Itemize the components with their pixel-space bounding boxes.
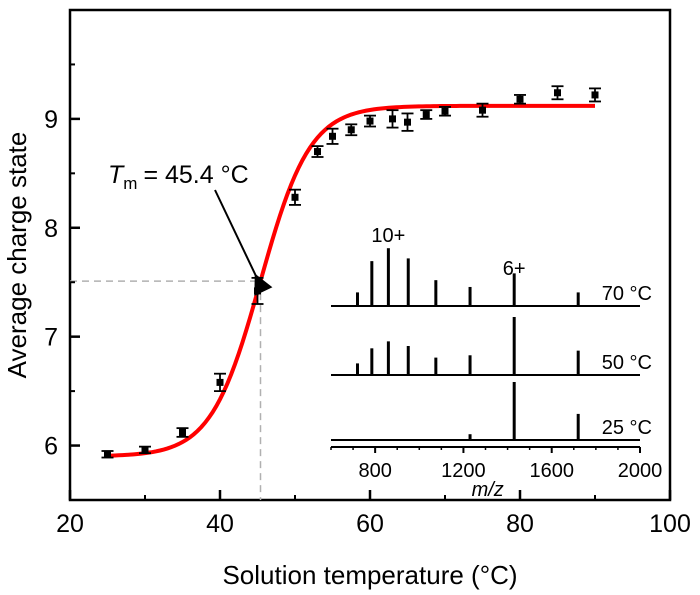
data-point xyxy=(441,107,449,115)
data-point xyxy=(516,95,524,103)
y-tick-label: 7 xyxy=(44,324,58,352)
inset-x-label: m/z xyxy=(472,479,504,501)
x-tick-label: 20 xyxy=(56,510,84,538)
tm-label: Tm = 45.4 °C xyxy=(108,161,249,193)
y-tick-label: 6 xyxy=(44,433,58,461)
data-point xyxy=(591,91,599,99)
data-point xyxy=(141,446,149,454)
fit-curve xyxy=(107,103,595,458)
y-axis-label: Average charge state xyxy=(2,132,32,379)
data-point xyxy=(479,106,486,114)
data-point xyxy=(554,89,561,97)
x-tick-label: 80 xyxy=(506,510,534,538)
data-point xyxy=(179,428,186,436)
inset-x-tick-label: 1600 xyxy=(529,460,574,482)
data-point xyxy=(291,193,299,201)
data-point xyxy=(314,148,321,156)
y-tick-label: 8 xyxy=(44,215,58,243)
fit-curve-group xyxy=(107,103,595,458)
inset-x-tick-label: 1200 xyxy=(441,460,486,482)
data-point xyxy=(366,117,374,125)
tm-subscript: m xyxy=(123,174,137,193)
inset-x-tick-label: 2000 xyxy=(618,460,663,482)
spectrum-temperature-label: 50 °C xyxy=(602,352,652,374)
inset-peak-label: 6+ xyxy=(503,258,526,280)
tm-symbol: T xyxy=(108,161,125,189)
plot-frame xyxy=(68,8,672,502)
axes-group: 20 40 60 80 100 6 7 8 9 xyxy=(44,63,691,538)
x-tick-label: 60 xyxy=(356,510,384,538)
tm-guide-lines xyxy=(70,280,262,500)
tm-value: = 45.4 °C xyxy=(143,161,248,189)
mass-spectra-inset: 70 °C 50 °C 25 °C 800 1200 1600 2000 m/z 10+ 6+ xyxy=(330,225,663,501)
data-point xyxy=(216,378,224,386)
spectrum-temperature-label: 25 °C xyxy=(602,417,652,439)
data-point xyxy=(347,126,355,134)
spectrum-temperature-label: 70 °C xyxy=(602,283,652,305)
y-tick-label: 9 xyxy=(44,106,58,134)
data-point xyxy=(329,132,336,140)
tm-arrow xyxy=(214,189,273,296)
data-point xyxy=(389,115,396,123)
data-point xyxy=(404,118,411,126)
data-point xyxy=(254,287,261,295)
data-point xyxy=(422,111,430,119)
data-point xyxy=(104,450,111,458)
inset-x-tick-label: 800 xyxy=(358,460,391,482)
x-tick-label: 40 xyxy=(206,510,234,538)
x-tick-label: 100 xyxy=(649,510,691,538)
x-axis-label: Solution temperature (°C) xyxy=(222,560,517,590)
data-points-group xyxy=(101,85,601,459)
tm-annotation-group: Tm = 45.4 °C xyxy=(108,161,273,296)
inset-peak-label: 10+ xyxy=(371,225,405,247)
